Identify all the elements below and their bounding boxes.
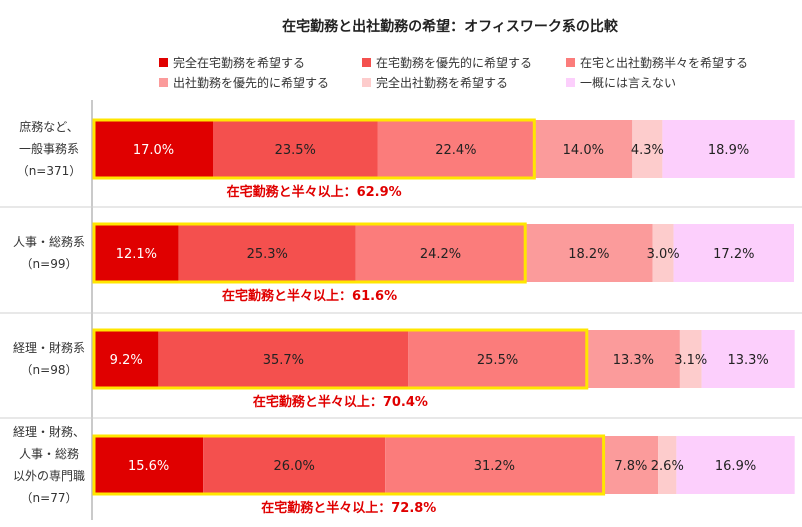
value-label: 18.9% bbox=[708, 143, 749, 158]
bar-segment bbox=[603, 436, 659, 494]
category-label-line: （n=77） bbox=[21, 491, 78, 505]
category-label: 庶務など、一般事務系 （n=371） bbox=[17, 119, 82, 178]
value-label: 17.2% bbox=[713, 247, 754, 262]
value-label: 7.8% bbox=[614, 459, 647, 474]
category-label-line: 人事・総務 bbox=[19, 447, 79, 461]
bar-segment bbox=[158, 330, 409, 388]
category-label-line: 一般事務系 bbox=[19, 141, 79, 156]
legend-item: 在宅と出社勤務半々を希望する bbox=[566, 54, 748, 71]
category-label: 経理・財務系 （n=98） bbox=[13, 340, 85, 377]
highlight-box bbox=[92, 118, 536, 180]
legend-swatch bbox=[566, 78, 575, 87]
legend-swatch bbox=[159, 58, 168, 67]
bar-segment bbox=[679, 330, 702, 388]
value-label: 3.1% bbox=[674, 353, 707, 368]
value-label: 13.3% bbox=[613, 353, 654, 368]
legend-item: 出社勤務を優先的に希望する bbox=[159, 74, 329, 91]
legend-label: 完全在宅勤務を希望する bbox=[173, 56, 306, 70]
value-label: 3.0% bbox=[647, 247, 680, 262]
bar-segment bbox=[178, 224, 356, 282]
bar-segment bbox=[632, 120, 663, 178]
category-label-line: 経理・財務系 bbox=[13, 340, 85, 355]
category-label: 人事・総務系 （n=99） bbox=[13, 235, 85, 271]
category-label-line: 人事・総務系 bbox=[13, 235, 85, 249]
value-label: 18.2% bbox=[568, 247, 609, 262]
bar-segment bbox=[94, 436, 204, 494]
category-label-line: 庶務など、 bbox=[19, 119, 78, 134]
value-label: 4.3% bbox=[631, 143, 664, 158]
legend-swatch bbox=[159, 78, 168, 87]
highlight-label: 在宅勤務と半々以上：72.8% bbox=[261, 500, 436, 516]
bar-segment bbox=[94, 330, 159, 388]
bar-segment bbox=[658, 436, 677, 494]
chart-title: 在宅勤務と出社勤務の希望：オフィスワーク系の比較 bbox=[282, 19, 618, 35]
bar-segment bbox=[408, 330, 587, 388]
bar-segment bbox=[586, 330, 680, 388]
bar-segment bbox=[662, 120, 795, 178]
bar-segment bbox=[213, 120, 378, 178]
value-label: 22.4% bbox=[435, 143, 476, 158]
legend-swatch bbox=[362, 78, 371, 87]
legend-label: 一概には言えない bbox=[580, 76, 677, 90]
legend-label: 出社勤務を優先的に希望する bbox=[173, 76, 330, 90]
value-label: 2.6% bbox=[651, 459, 684, 474]
bar-segment bbox=[203, 436, 386, 494]
category-label-line: 経理・財務、 bbox=[13, 424, 85, 439]
highlight-box bbox=[92, 328, 589, 390]
value-label: 25.3% bbox=[247, 247, 288, 262]
value-label: 14.0% bbox=[563, 143, 604, 158]
value-label: 23.5% bbox=[275, 143, 316, 158]
highlight-label: 在宅勤務と半々以上：70.4% bbox=[253, 394, 428, 410]
highlight-box bbox=[92, 434, 606, 496]
legend-label: 完全出社勤務を希望する bbox=[376, 76, 509, 90]
category-label-line: 以外の専門職 bbox=[13, 469, 85, 483]
category-label-line: （n=99） bbox=[21, 257, 78, 271]
value-label: 24.2% bbox=[420, 247, 461, 262]
bar-segment bbox=[534, 120, 633, 178]
legend-label: 在宅勤務を優先的に希望する bbox=[376, 56, 533, 70]
bar-segment bbox=[377, 120, 535, 178]
bar-segment bbox=[385, 436, 604, 494]
highlight-box bbox=[92, 222, 527, 284]
category-label-line: （n=98） bbox=[21, 363, 78, 377]
legend-item: 完全在宅勤務を希望する bbox=[159, 54, 305, 71]
legend-item: 一概には言えない bbox=[566, 74, 676, 91]
value-label: 31.2% bbox=[474, 459, 515, 474]
value-label: 12.1% bbox=[116, 247, 157, 262]
legend-swatch bbox=[362, 58, 371, 67]
legend-swatch bbox=[566, 58, 575, 67]
value-label: 13.3% bbox=[727, 353, 768, 368]
value-label: 26.0% bbox=[274, 459, 315, 474]
bar-segment bbox=[355, 224, 526, 282]
value-label: 15.6% bbox=[128, 459, 169, 474]
highlight-label: 在宅勤務と半々以上：62.9% bbox=[227, 184, 402, 200]
category-label-line: （n=371） bbox=[17, 164, 82, 178]
bar-segment bbox=[652, 224, 674, 282]
value-label: 16.9% bbox=[715, 459, 756, 474]
highlight-label: 在宅勤務と半々以上：61.6% bbox=[222, 288, 397, 304]
bar-segment bbox=[673, 224, 794, 282]
value-label: 9.2% bbox=[110, 353, 143, 368]
bar-segment bbox=[676, 436, 795, 494]
category-label: 経理・財務、人事・総務以外の専門職 （n=77） bbox=[13, 424, 85, 505]
bar-segment bbox=[525, 224, 653, 282]
value-label: 25.5% bbox=[477, 353, 518, 368]
value-label: 17.0% bbox=[133, 143, 174, 158]
bar-segment bbox=[94, 120, 213, 178]
bar-segment bbox=[701, 330, 795, 388]
value-label: 35.7% bbox=[263, 353, 304, 368]
legend-item: 在宅勤務を優先的に希望する bbox=[362, 54, 532, 71]
legend-item: 完全出社勤務を希望する bbox=[362, 74, 508, 91]
bar-segment bbox=[94, 224, 179, 282]
legend-label: 在宅と出社勤務半々を希望する bbox=[580, 56, 749, 70]
